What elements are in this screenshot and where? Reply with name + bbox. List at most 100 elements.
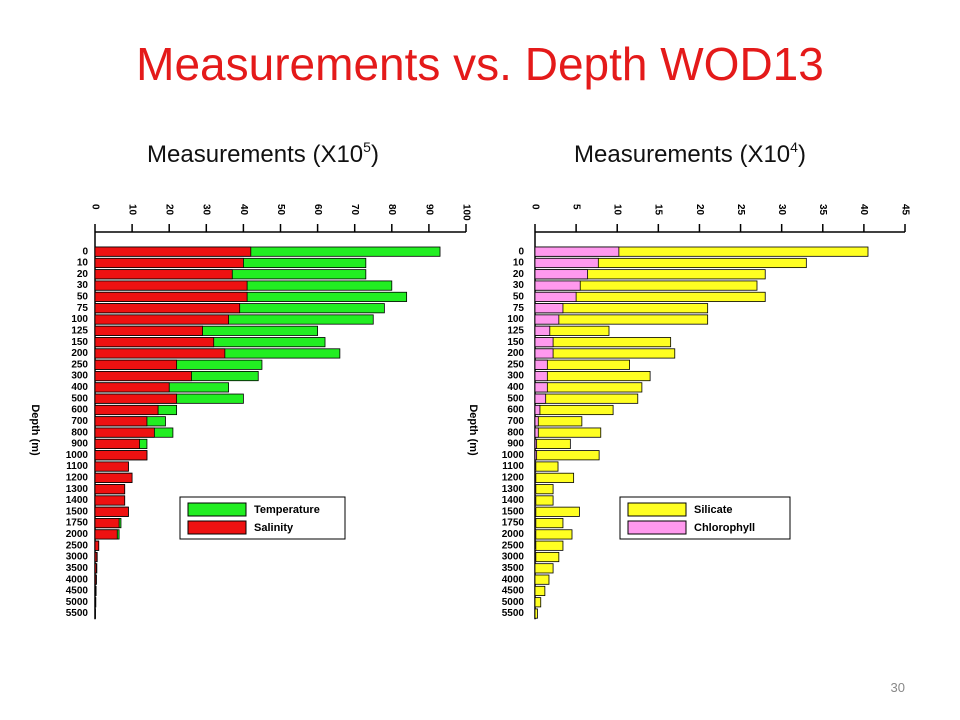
y-tick-label: 75 <box>77 303 89 314</box>
x-tick-label: 0 <box>89 204 100 210</box>
y-tick-label: 10 <box>77 258 89 269</box>
bar <box>534 359 548 370</box>
y-tick-label: 150 <box>507 337 524 348</box>
bar <box>94 563 97 574</box>
y-tick-label: 1400 <box>502 495 525 506</box>
bar <box>534 461 537 472</box>
bar <box>534 427 539 438</box>
x-tick-label: 70 <box>349 204 360 216</box>
y-tick-label: 700 <box>71 416 88 427</box>
bar <box>534 529 537 540</box>
y-tick-label: 4500 <box>502 586 525 597</box>
y-tick-label: 1100 <box>66 461 88 472</box>
y-tick-label: 10 <box>513 258 525 269</box>
y-tick-label: 1000 <box>66 450 89 461</box>
y-tick-label: 5000 <box>502 597 525 608</box>
y-tick-label: 2000 <box>502 529 525 540</box>
y-tick-label: 0 <box>518 246 524 257</box>
y-tick-label: 5500 <box>66 608 89 619</box>
bar <box>534 450 538 461</box>
y-tick-label: 5000 <box>66 597 89 608</box>
bar <box>94 461 129 472</box>
bar <box>534 348 554 359</box>
bar <box>534 280 581 291</box>
legend-label: Silicate <box>694 504 733 516</box>
bar <box>534 608 538 619</box>
x-tick-label: 100 <box>460 204 471 221</box>
bar <box>94 574 97 585</box>
subtitle-close: ) <box>371 141 379 168</box>
bar <box>534 472 537 483</box>
y-tick-label: 2000 <box>66 529 89 540</box>
bar <box>534 461 559 472</box>
bar <box>534 529 573 540</box>
bar <box>94 540 100 551</box>
bar <box>94 585 97 597</box>
x-tick-label: 35 <box>817 204 828 216</box>
y-tick-label: 600 <box>71 405 88 416</box>
bar <box>534 348 676 359</box>
y-tick-label: 300 <box>71 371 88 382</box>
x-tick-label: 90 <box>423 204 434 216</box>
y-tick-label: 50 <box>77 292 89 303</box>
bar <box>534 337 672 348</box>
bar <box>534 291 577 302</box>
x-tick-label: 50 <box>275 204 286 216</box>
y-tick-label: 3500 <box>502 563 525 574</box>
bar <box>534 257 599 269</box>
page-number: 30 <box>891 680 905 695</box>
y-tick-label: 900 <box>71 439 88 450</box>
bar <box>94 291 248 302</box>
x-tick-label: 20 <box>694 204 705 216</box>
x-tick-label: 30 <box>776 204 787 216</box>
y-tick-label: 300 <box>507 371 524 382</box>
y-tick-label: 1300 <box>502 484 525 495</box>
bar <box>94 393 178 404</box>
bar <box>534 506 537 517</box>
bar <box>534 393 547 404</box>
bar <box>94 427 155 438</box>
y-tick-label: 30 <box>77 280 89 291</box>
legend-label: Salinity <box>254 522 294 534</box>
y-tick-label: 250 <box>71 359 88 370</box>
y-tick-label: 400 <box>507 382 524 393</box>
y-tick-label: 1500 <box>66 506 89 517</box>
bar <box>534 438 538 449</box>
y-axis-label: Depth (m) <box>467 404 479 456</box>
subtitle-exponent: 5 <box>363 139 371 155</box>
bar <box>94 450 148 461</box>
bar <box>534 551 560 563</box>
bar <box>94 359 178 370</box>
bar <box>534 314 709 325</box>
bar <box>534 371 548 382</box>
bar <box>94 382 170 393</box>
bar <box>94 518 120 529</box>
legend-swatch <box>627 520 687 535</box>
bar <box>534 506 580 517</box>
y-tick-label: 1000 <box>502 450 525 461</box>
y-tick-label: 125 <box>71 325 88 336</box>
y-tick-label: 1300 <box>66 484 89 495</box>
bar <box>94 246 252 257</box>
y-tick-label: 800 <box>507 427 524 438</box>
bar <box>94 529 118 540</box>
y-tick-label: 200 <box>507 348 524 359</box>
y-tick-label: 800 <box>71 427 88 438</box>
y-tick-label: 4000 <box>66 574 89 585</box>
y-tick-label: 20 <box>513 269 525 280</box>
y-tick-label: 3500 <box>66 563 89 574</box>
bar <box>534 597 542 608</box>
x-tick-label: 10 <box>612 204 623 216</box>
y-tick-label: 1750 <box>502 518 525 529</box>
bar <box>534 438 571 449</box>
bar <box>534 371 651 382</box>
y-tick-label: 100 <box>71 314 88 325</box>
bar <box>94 371 192 382</box>
bar <box>94 551 98 563</box>
subtitle-exponent: 4 <box>790 139 798 155</box>
bar <box>534 574 550 585</box>
x-tick-label: 40 <box>238 204 249 216</box>
y-tick-label: 600 <box>507 405 524 416</box>
y-tick-label: 1750 <box>66 518 89 529</box>
